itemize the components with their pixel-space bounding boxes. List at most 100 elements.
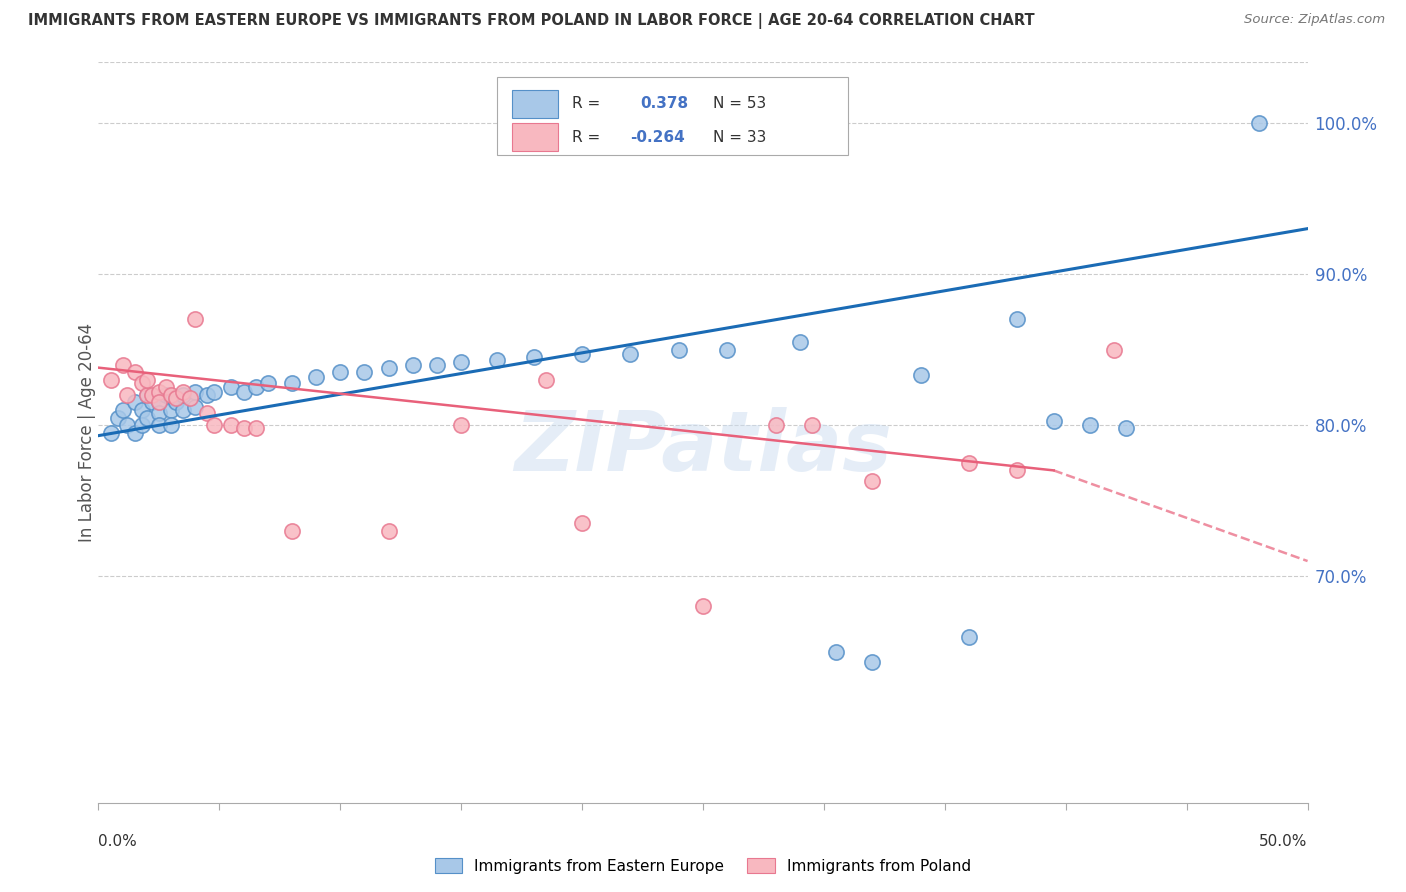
Point — [165, 391, 187, 405]
Point — [148, 395, 170, 409]
Point — [141, 388, 163, 402]
Point — [135, 388, 157, 402]
Point — [131, 376, 153, 390]
Point — [148, 384, 170, 399]
Point — [124, 425, 146, 440]
Point — [1042, 413, 1064, 427]
Text: IMMIGRANTS FROM EASTERN EUROPE VS IMMIGRANTS FROM POLAND IN LABOR FORCE | AGE 20: IMMIGRANTS FROM EASTERN EUROPE VS IMMIGR… — [28, 13, 1035, 29]
Point — [172, 384, 194, 399]
Point — [204, 384, 226, 399]
Point — [155, 388, 177, 402]
Point — [184, 400, 207, 414]
Point — [148, 395, 170, 409]
Point — [160, 388, 183, 402]
Point — [172, 388, 194, 402]
Point — [204, 418, 226, 433]
Text: Source: ZipAtlas.com: Source: ZipAtlas.com — [1244, 13, 1385, 27]
Point — [131, 403, 153, 417]
Point — [111, 403, 134, 417]
Point — [860, 474, 883, 488]
Point — [165, 395, 187, 409]
Point — [765, 418, 787, 433]
Point — [305, 369, 328, 384]
Point — [534, 373, 557, 387]
Point — [860, 655, 883, 669]
Point — [135, 410, 157, 425]
Point — [377, 360, 399, 375]
Point — [107, 410, 129, 425]
Point — [957, 456, 980, 470]
Text: -0.264: -0.264 — [630, 129, 685, 145]
Point — [155, 380, 177, 394]
Text: 0.378: 0.378 — [640, 96, 689, 112]
Point — [111, 358, 134, 372]
Point — [450, 354, 472, 368]
Point — [256, 376, 278, 390]
Text: 50.0%: 50.0% — [1260, 834, 1308, 849]
Point — [148, 418, 170, 433]
FancyBboxPatch shape — [512, 90, 558, 118]
Point — [135, 373, 157, 387]
Point — [1007, 312, 1029, 326]
Point — [195, 406, 218, 420]
Point — [825, 645, 848, 659]
Point — [141, 395, 163, 409]
Point — [800, 418, 823, 433]
Point — [716, 343, 738, 357]
Point — [957, 630, 980, 644]
Point — [124, 395, 146, 409]
Point — [184, 384, 207, 399]
Point — [117, 388, 139, 402]
Point — [692, 599, 714, 614]
Point — [160, 391, 183, 405]
Point — [377, 524, 399, 538]
Point — [789, 334, 811, 349]
Point — [195, 388, 218, 402]
Point — [450, 418, 472, 433]
Point — [160, 403, 183, 417]
Point — [523, 350, 546, 364]
Point — [232, 421, 254, 435]
Point — [1249, 116, 1271, 130]
Point — [668, 343, 690, 357]
Point — [402, 358, 425, 372]
Point — [571, 516, 593, 531]
Point — [426, 358, 449, 372]
Point — [135, 388, 157, 402]
Point — [124, 365, 146, 379]
Legend: Immigrants from Eastern Europe, Immigrants from Poland: Immigrants from Eastern Europe, Immigran… — [429, 852, 977, 880]
Point — [486, 353, 509, 368]
Point — [160, 418, 183, 433]
Point — [910, 368, 932, 383]
Point — [245, 380, 267, 394]
Point — [131, 418, 153, 433]
Point — [179, 391, 201, 405]
Text: ZIPatlas: ZIPatlas — [515, 407, 891, 488]
Point — [245, 421, 267, 435]
Point — [221, 380, 243, 394]
Text: N = 33: N = 33 — [713, 129, 766, 145]
Point — [148, 406, 170, 420]
Point — [1102, 343, 1125, 357]
Text: R =: R = — [572, 129, 606, 145]
FancyBboxPatch shape — [498, 78, 848, 155]
Point — [221, 418, 243, 433]
Point — [172, 403, 194, 417]
Y-axis label: In Labor Force | Age 20-64: In Labor Force | Age 20-64 — [79, 323, 96, 542]
Text: 0.0%: 0.0% — [98, 834, 138, 849]
Point — [281, 376, 304, 390]
Point — [100, 373, 122, 387]
FancyBboxPatch shape — [512, 123, 558, 152]
Point — [1078, 418, 1101, 433]
Point — [619, 347, 641, 361]
Point — [184, 312, 207, 326]
Text: R =: R = — [572, 96, 610, 112]
Point — [1007, 463, 1029, 477]
Point — [117, 418, 139, 433]
Point — [281, 524, 304, 538]
Text: N = 53: N = 53 — [713, 96, 766, 112]
Point — [232, 384, 254, 399]
Point — [1115, 421, 1137, 435]
Point — [353, 365, 375, 379]
Point — [329, 365, 352, 379]
